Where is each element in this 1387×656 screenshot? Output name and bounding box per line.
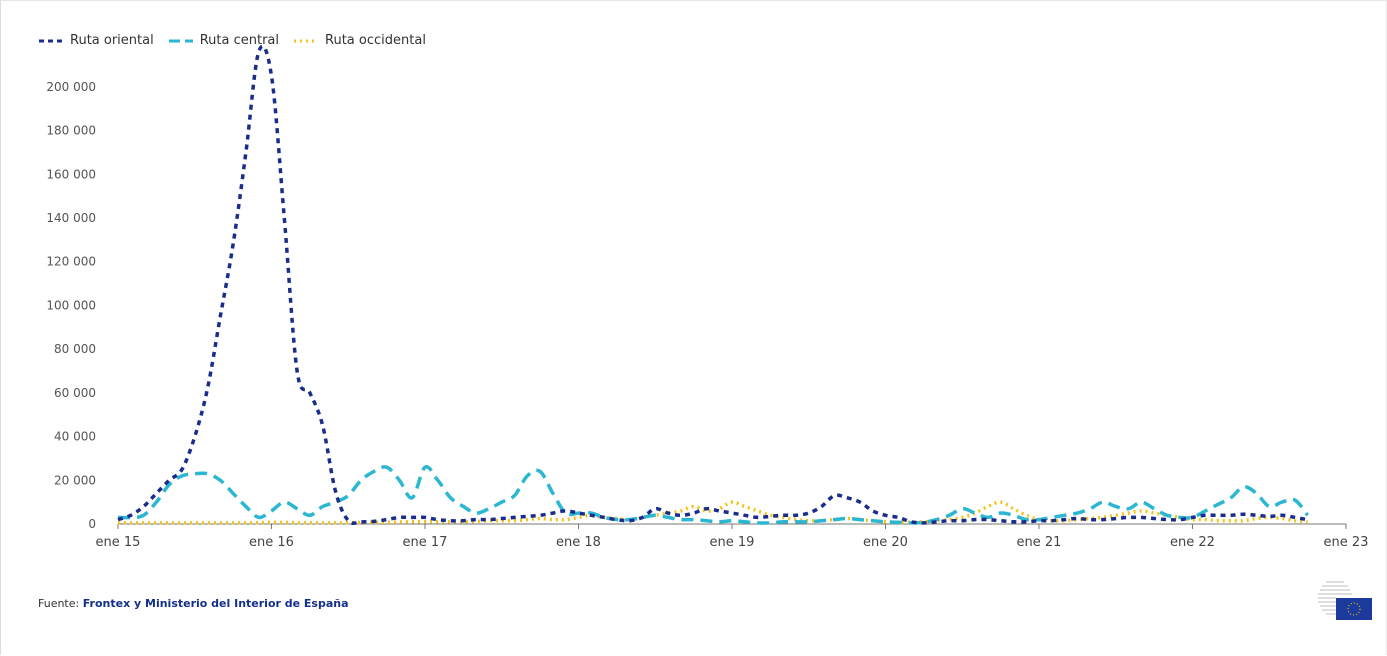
legend-label-central: Ruta central [199, 33, 280, 48]
legend-label-oriental: Ruta oriental [70, 33, 154, 48]
x-tick-label: ene 18 [556, 535, 601, 550]
legend-label-occidental: Ruta occidental [325, 33, 426, 48]
series-layer [117, 44, 1309, 526]
legend-swatch-oriental [39, 39, 63, 42]
x-tick-label: ene 20 [863, 535, 908, 550]
legend-swatch-occidental [294, 39, 319, 42]
y-tick-label: 200 000 [46, 80, 96, 94]
x-tick-label: ene 17 [403, 535, 448, 550]
x-tick-label: ene 23 [1324, 535, 1369, 550]
x-tick-label: ene 21 [1017, 535, 1062, 550]
eu-commission-logo [1318, 581, 1372, 620]
y-tick-label: 160 000 [46, 167, 96, 181]
y-tick-label: 80 000 [54, 342, 96, 356]
y-axis: 0 20 000 40 000 60 000 80 000 100 000 120 000 1… [46, 80, 96, 531]
y-tick-label: 100 000 [46, 298, 96, 312]
legend: Ruta oriental Ruta central Ruta occident… [38, 33, 426, 48]
source-prefix: Fuente: [38, 597, 80, 610]
source-text: Frontex y Ministerio del Interior de Esp… [82, 597, 349, 610]
legend-item-oriental[interactable]: Ruta oriental [38, 33, 154, 48]
y-tick-label: 0 [88, 517, 96, 531]
y-tick-label: 140 000 [46, 211, 96, 225]
y-tick-label: 60 000 [54, 386, 96, 400]
legend-item-central[interactable]: Ruta central [168, 33, 279, 48]
y-tick-label: 120 000 [46, 255, 96, 269]
x-tick-label: ene 19 [710, 535, 755, 550]
eu-flag-icon [1336, 598, 1372, 620]
series-line-ruta-occidental [118, 500, 1308, 525]
series-line-ruta-oriental [117, 44, 1308, 526]
x-tick-label: ene 22 [1170, 535, 1215, 550]
legend-swatch-central [168, 39, 193, 42]
legend-item-occidental[interactable]: Ruta occidental [293, 33, 426, 48]
x-tick-label: ene 15 [96, 535, 141, 550]
x-tick-label: ene 16 [249, 535, 294, 550]
series-line-ruta-central [117, 465, 1309, 525]
source-note: Fuente: Frontex y Ministerio del Interio… [38, 597, 349, 610]
logo-sphere-lines [1318, 581, 1352, 615]
x-axis: ene 15 ene 16 ene 17 ene 18 ene 19 ene 20 ene … [96, 523, 1369, 550]
y-tick-label: 180 000 [46, 124, 96, 138]
y-tick-label: 40 000 [54, 430, 96, 444]
y-tick-label: 20 000 [54, 473, 96, 487]
